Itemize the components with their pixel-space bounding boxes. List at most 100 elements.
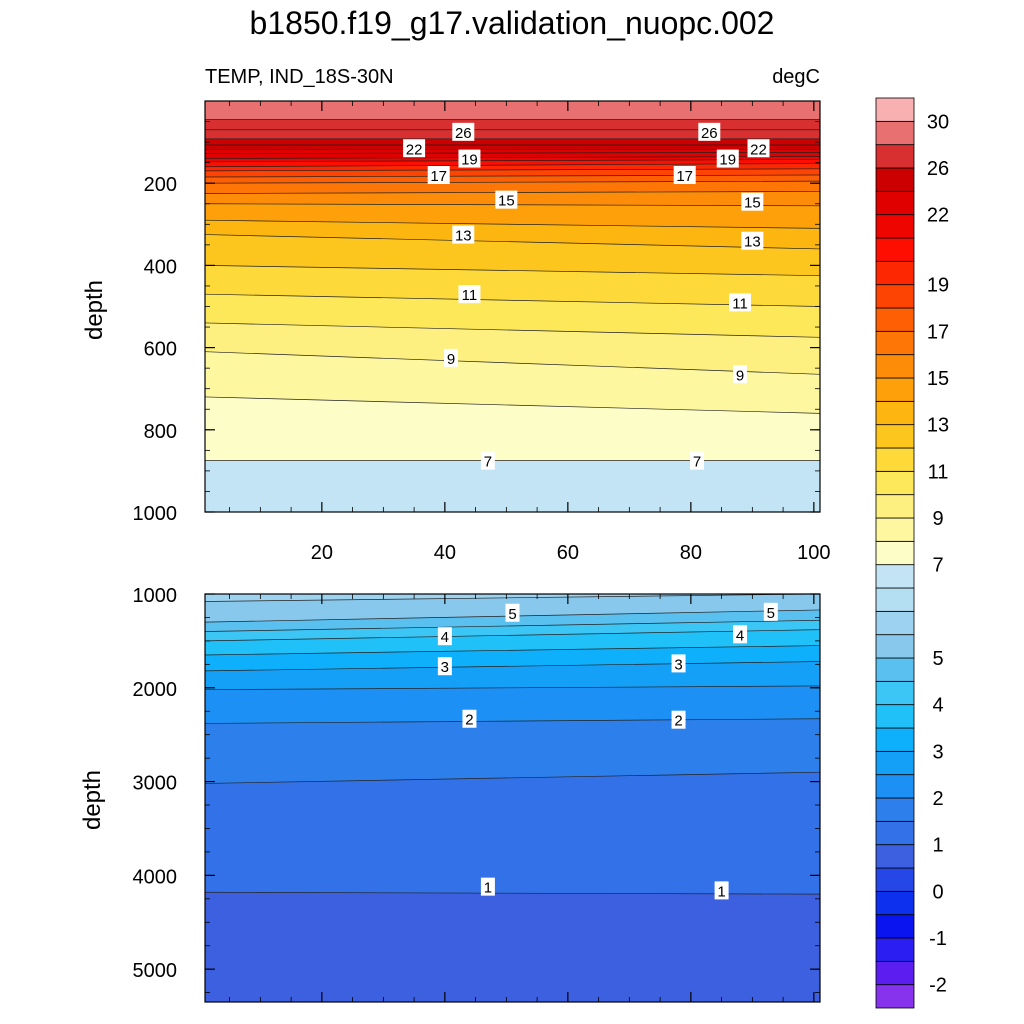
colorbar-swatch: [875, 517, 915, 542]
contour-label: 2: [674, 713, 682, 730]
colorbar-swatch: [875, 540, 915, 566]
colorbar-swatch: [875, 820, 915, 846]
contour-label: 26: [455, 125, 472, 142]
y-tick-label: 3000: [133, 773, 178, 795]
contour-line-4.5: [205, 619, 820, 632]
contour-label: 15: [744, 195, 761, 212]
colorbar-label: 19: [927, 275, 949, 297]
colorbar: -2 -1 0 1 2 3 4 5 7 9 11 13 15 17 19 22 26 30: [875, 97, 949, 1009]
y-tick-label: 4000: [133, 866, 178, 888]
colorbar-label: 26: [927, 158, 949, 180]
colorbar-swatch: [875, 774, 915, 799]
colorbar-label: 7: [932, 555, 943, 577]
contour-line-18: [205, 174, 820, 178]
x-tick-label: 80: [680, 542, 702, 564]
y-tick-label: 800: [144, 421, 177, 443]
contour-label-box: [747, 139, 770, 158]
contour-label-box: [729, 293, 752, 312]
contour-line-1.5: [205, 771, 820, 784]
colorbar-swatch: [875, 844, 915, 869]
contour-label-box: [462, 709, 477, 728]
contour-label-box: [495, 190, 518, 209]
contour-label: 5: [508, 606, 516, 623]
colorbar-label: 9: [932, 508, 943, 530]
colorbar-swatch: [875, 470, 915, 496]
colorbar-label: 11: [928, 461, 949, 483]
colorbar-label: 3: [932, 741, 943, 763]
colorbar-swatch: [875, 307, 915, 332]
colorbar-swatch: [875, 610, 915, 636]
contour-label-box: [671, 710, 686, 729]
colorbar-swatch: [875, 354, 915, 379]
colorbar-label: 0: [932, 881, 943, 903]
contour-label-box: [452, 122, 475, 141]
contour-label-box: [480, 451, 495, 470]
chart-title: b1850.f19_g17.validation_nuopc.002: [250, 5, 775, 41]
contour-label: 15: [498, 193, 515, 210]
colorbar-swatch: [875, 984, 915, 1009]
y-tick-label: 200: [144, 174, 177, 196]
contour-label: 1: [484, 880, 492, 897]
contour-label-box: [505, 603, 520, 622]
contour-label: 7: [484, 454, 492, 471]
colorbar-swatch: [875, 587, 915, 612]
contour-label-box: [452, 225, 475, 244]
lower-ylabel: depth: [79, 770, 106, 830]
colorbar-label: -2: [929, 975, 947, 997]
y-tick-label: 2000: [133, 679, 178, 701]
contour-label-box: [437, 657, 452, 676]
contour-label: 7: [693, 454, 701, 471]
contour-label-box: [671, 654, 686, 673]
y-tick-label: 600: [144, 339, 177, 361]
colorbar-swatch: [875, 237, 915, 262]
contour-label-box: [733, 365, 748, 384]
contour-label: 13: [455, 228, 472, 245]
colorbar-swatch: [875, 120, 915, 146]
colorbar-swatch: [875, 214, 915, 239]
colorbar-label: 17: [927, 321, 949, 343]
contour-line-11: [205, 293, 820, 307]
upper-ylabel: depth: [81, 280, 108, 340]
colorbar-swatch: [875, 634, 915, 659]
band-28: [205, 101, 820, 120]
subtitle-right: degC: [772, 66, 820, 88]
contour-line-12: [205, 265, 820, 277]
contour-label-box: [714, 881, 729, 900]
contour-line-19: [205, 168, 820, 172]
y-tick-label: 1000: [133, 503, 178, 525]
colorbar-label: 2: [932, 788, 943, 810]
colorbar-swatch: [875, 400, 915, 426]
colorbar-swatch: [875, 657, 915, 682]
contour-label-box: [673, 165, 696, 184]
colorbar-swatch: [875, 727, 915, 752]
colorbar-swatch: [875, 680, 915, 706]
contour-label-box: [437, 627, 452, 646]
colorbar-label: 22: [927, 205, 949, 227]
contour-line-9: [205, 351, 820, 375]
colorbar-swatch: [875, 960, 915, 986]
contour-label: 5: [767, 605, 775, 622]
colorbar-swatch: [875, 750, 915, 776]
contour-label-box: [698, 122, 721, 141]
contour-line-5.5: [205, 594, 820, 602]
contour-label-box: [733, 625, 748, 644]
contour-label: 22: [406, 141, 423, 158]
contour-label-box: [458, 285, 481, 304]
x-tick-label: 60: [557, 542, 579, 564]
contour-label-box: [763, 602, 778, 621]
colorbar-swatch: [875, 797, 915, 822]
contour-label: 11: [732, 295, 748, 312]
colorbar-swatch: [875, 914, 915, 939]
contour-label-box: [690, 451, 704, 470]
colorbar-swatch: [875, 330, 915, 356]
contour-label: 3: [674, 656, 682, 673]
colorbar-swatch: [875, 704, 915, 729]
lower-contour-panel: 5 5 4 4 3 3 2 2 1 1 1000 2000 3000 4000 5000: [133, 585, 821, 1003]
subtitle-left: TEMP, IND_18S-30N: [205, 66, 394, 88]
contour-label: 19: [719, 152, 736, 169]
contour-line-2.5: [205, 685, 820, 691]
colorbar-label: 13: [927, 415, 949, 437]
x-tick-label: 20: [311, 542, 333, 564]
contour-label-box: [444, 348, 458, 367]
colorbar-swatch: [875, 377, 915, 402]
